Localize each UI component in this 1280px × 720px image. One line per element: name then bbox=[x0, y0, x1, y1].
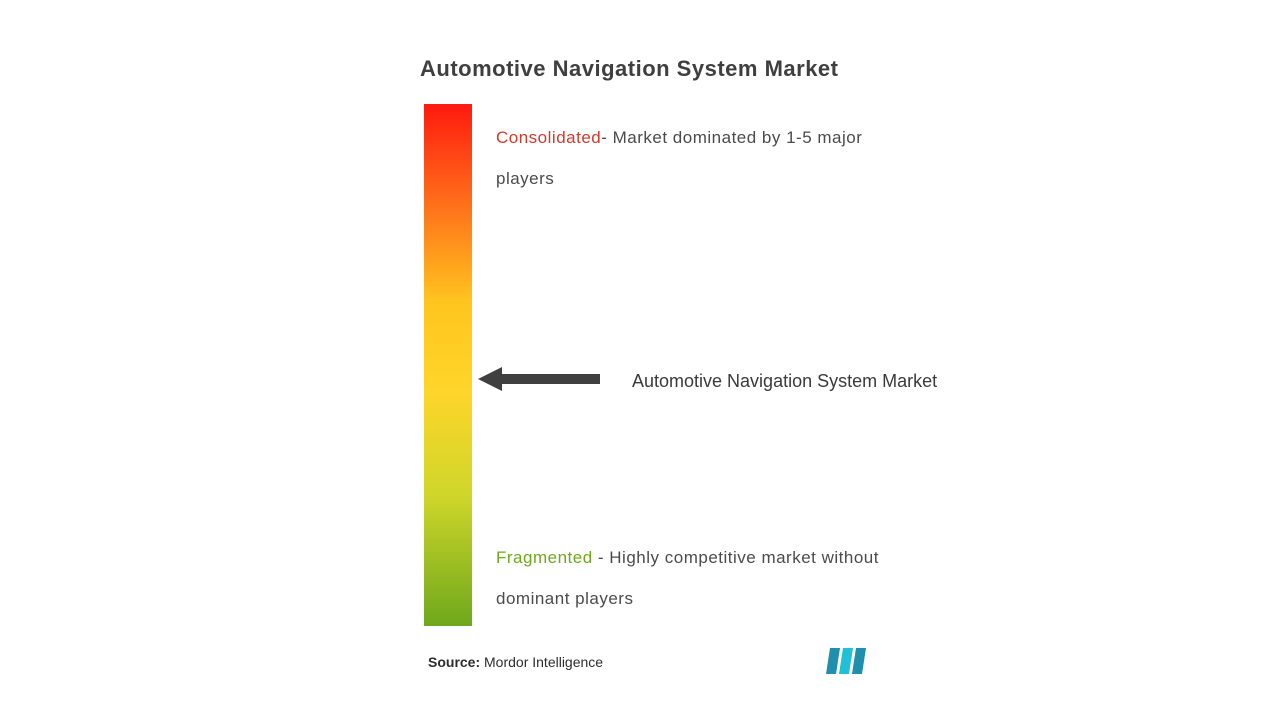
consolidated-rest1: - Market dominated by 1-5 major bbox=[601, 128, 862, 147]
market-position-label: Automotive Navigation System Market bbox=[632, 368, 937, 395]
source-label: Source: bbox=[428, 654, 480, 670]
mordor-logo-icon bbox=[826, 648, 878, 678]
consolidated-rest2: players bbox=[496, 169, 554, 188]
source-attribution: Source: Mordor Intelligence bbox=[428, 654, 603, 670]
fragmented-rest1: - Highly competitive market without bbox=[593, 548, 879, 567]
concentration-gradient-bar bbox=[424, 104, 472, 626]
consolidated-description: Consolidated- Market dominated by 1-5 ma… bbox=[496, 118, 862, 200]
chart-title: Automotive Navigation System Market bbox=[420, 56, 838, 82]
pointer-arrow-icon bbox=[478, 365, 608, 393]
source-value: Mordor Intelligence bbox=[484, 654, 603, 670]
consolidated-keyword: Consolidated bbox=[496, 128, 601, 147]
gradient-svg bbox=[424, 104, 472, 626]
fragmented-rest2: dominant players bbox=[496, 589, 633, 608]
fragmented-keyword: Fragmented bbox=[496, 548, 593, 567]
fragmented-description: Fragmented - Highly competitive market w… bbox=[496, 538, 879, 620]
